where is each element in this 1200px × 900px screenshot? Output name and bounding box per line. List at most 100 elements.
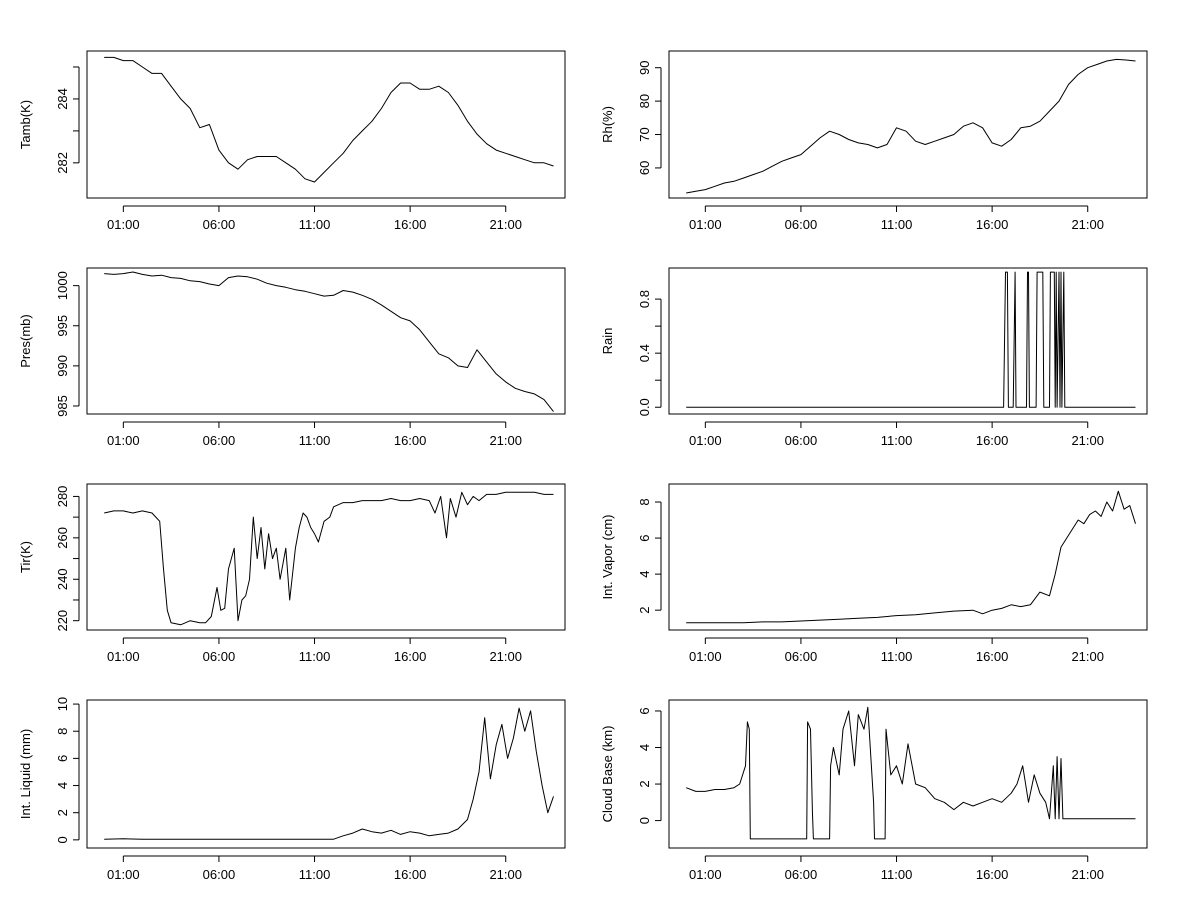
y-axis-label: Int. Liquid (mm) <box>18 729 33 819</box>
series-line <box>104 491 554 626</box>
x-tick-label: 11:00 <box>881 649 913 664</box>
x-tick-label: 21:00 <box>489 217 522 232</box>
y-tick-label: 4 <box>55 782 70 789</box>
x-tick-label: 01:00 <box>689 433 722 448</box>
y-tick-label: 8 <box>637 498 652 505</box>
y-axis-label: Rh(%) <box>600 106 615 143</box>
x-tick-label: 21:00 <box>489 649 522 664</box>
x-tick-label: 06:00 <box>203 649 236 664</box>
y-tick-label: 60 <box>637 161 652 175</box>
y-tick-label: 995 <box>55 315 70 337</box>
y-tick-label: 0 <box>637 817 652 824</box>
series-line <box>686 58 1136 194</box>
x-tick-label: 16:00 <box>394 867 427 882</box>
y-tick-label: 220 <box>55 610 70 632</box>
y-tick-label: 6 <box>637 707 652 714</box>
x-tick-label: 21:00 <box>1071 649 1104 664</box>
x-tick-label: 06:00 <box>785 433 818 448</box>
y-tick-label: 240 <box>55 568 70 590</box>
x-tick-label: 01:00 <box>689 649 722 664</box>
x-tick-label: 11:00 <box>881 217 913 232</box>
plot-frame <box>86 483 566 631</box>
x-tick-label: 11:00 <box>299 433 331 448</box>
x-tick-label: 01:00 <box>689 867 722 882</box>
series-line <box>686 706 1136 840</box>
y-axis-label: Rain <box>600 328 615 355</box>
x-tick-label: 01:00 <box>689 217 722 232</box>
y-tick-label: 6 <box>637 534 652 541</box>
panel-4: 01:00 06:00 11:00 16:00 21:00 220 240 260 280 Tir… <box>18 483 566 664</box>
plot-frame <box>668 699 1148 849</box>
x-tick-label: 16:00 <box>976 649 1009 664</box>
y-tick-label: 284 <box>55 88 70 110</box>
panel-5: 01:00 06:00 11:00 16:00 21:00 2 4 6 8 Int. Vapor … <box>600 483 1148 664</box>
plot-frame <box>86 50 566 199</box>
x-tick-label: 11:00 <box>299 867 331 882</box>
x-tick-label: 21:00 <box>489 867 522 882</box>
y-tick-label: 0 <box>55 836 70 843</box>
x-tick-label: 16:00 <box>394 433 427 448</box>
y-tick-label: 8 <box>55 728 70 735</box>
plot-frame <box>668 483 1148 631</box>
x-tick-label: 21:00 <box>1071 433 1104 448</box>
y-axis-label: Pres(mb) <box>18 314 33 367</box>
x-tick-label: 16:00 <box>976 433 1009 448</box>
y-tick-label: 985 <box>55 395 70 417</box>
x-tick-label: 16:00 <box>394 649 427 664</box>
x-tick-label: 06:00 <box>785 867 818 882</box>
x-tick-label: 11:00 <box>881 867 913 882</box>
x-tick-label: 16:00 <box>976 217 1009 232</box>
panel-0: 01:00 06:00 11:00 16:00 21:00 282 284 Tamb(K) <box>18 50 566 232</box>
x-tick-label: 01:00 <box>107 867 140 882</box>
y-tick-label: 0.4 <box>637 344 652 362</box>
x-tick-label: 21:00 <box>1071 867 1104 882</box>
y-tick-label: 2 <box>637 780 652 787</box>
y-tick-label: 2 <box>637 607 652 614</box>
panel-3: 01:00 06:00 11:00 16:00 21:00 0.0 0.4 0.8 Rain <box>600 267 1148 448</box>
y-tick-label: 260 <box>55 527 70 549</box>
series-line <box>686 490 1136 624</box>
x-tick-label: 11:00 <box>881 433 913 448</box>
x-tick-label: 11:00 <box>299 649 331 664</box>
plot-frame <box>86 267 566 415</box>
y-tick-label: 280 <box>55 486 70 508</box>
x-tick-label: 06:00 <box>785 649 818 664</box>
x-tick-label: 21:00 <box>489 433 522 448</box>
panel-1: 01:00 06:00 11:00 16:00 21:00 60 70 80 90 Rh(%) <box>600 50 1148 232</box>
plot-frame <box>86 699 566 849</box>
y-tick-label: 90 <box>637 60 652 74</box>
x-tick-label: 06:00 <box>203 867 236 882</box>
x-tick-label: 01:00 <box>107 217 140 232</box>
y-tick-label: 0.8 <box>637 290 652 308</box>
y-tick-label: 4 <box>637 744 652 751</box>
series-line <box>104 271 554 412</box>
series-line <box>686 271 1136 408</box>
x-tick-label: 11:00 <box>299 217 331 232</box>
x-tick-label: 16:00 <box>394 217 427 232</box>
y-axis-label: Tamb(K) <box>18 100 33 149</box>
series-line <box>104 707 554 840</box>
y-tick-label: 2 <box>55 809 70 816</box>
y-tick-label: 990 <box>55 355 70 377</box>
x-tick-label: 06:00 <box>203 217 236 232</box>
series-line <box>104 56 554 183</box>
panel-2: 01:00 06:00 11:00 16:00 21:00 985 990 995 1000 Pr… <box>18 267 566 448</box>
y-axis-label: Int. Vapor (cm) <box>600 514 615 599</box>
y-tick-label: 6 <box>55 755 70 762</box>
y-tick-label: 70 <box>637 127 652 141</box>
y-axis-label: Cloud Base (km) <box>600 726 615 823</box>
panel-6: 01:00 06:00 11:00 16:00 21:00 0 2 4 6 8 10 Int. Liq… <box>18 697 566 882</box>
x-tick-label: 06:00 <box>785 217 818 232</box>
y-tick-label: 282 <box>55 152 70 174</box>
plot-frame <box>668 267 1148 415</box>
y-tick-label: 4 <box>637 571 652 578</box>
x-tick-label: 21:00 <box>1071 217 1104 232</box>
y-tick-label: 10 <box>55 697 70 711</box>
x-tick-label: 16:00 <box>976 867 1009 882</box>
y-tick-label: 0.0 <box>637 398 652 416</box>
plot-frame <box>668 50 1148 199</box>
y-tick-label: 1000 <box>55 271 70 300</box>
y-tick-label: 80 <box>637 94 652 108</box>
y-axis-label: Tir(K) <box>18 541 33 573</box>
